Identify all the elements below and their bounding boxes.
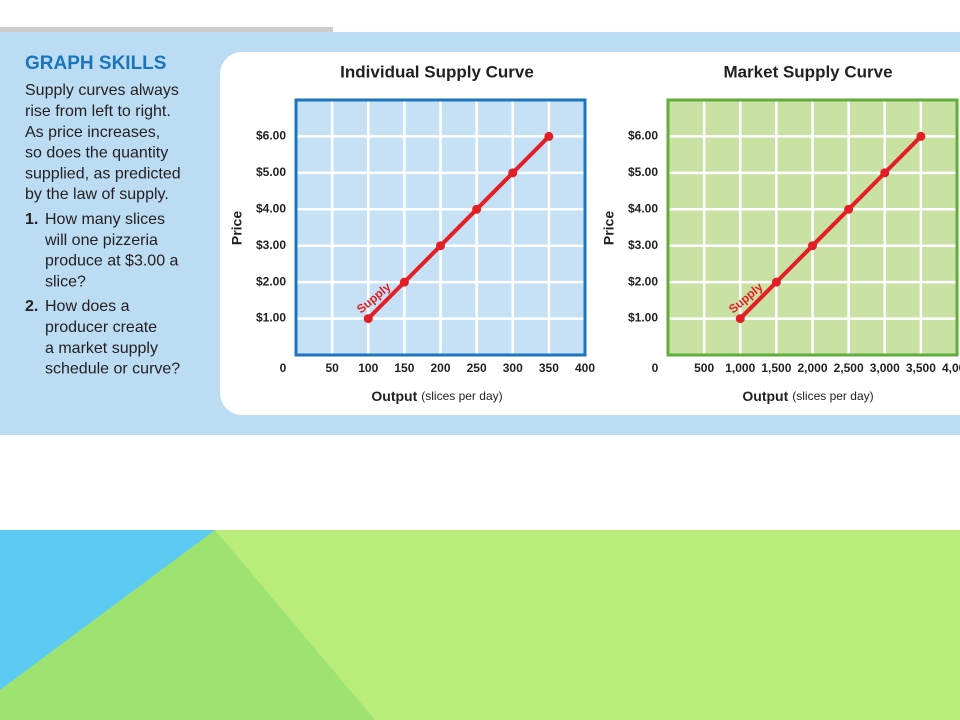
- plot-border: [666, 98, 959, 357]
- data-point: [771, 277, 781, 287]
- x-tick-label: 250: [467, 361, 487, 375]
- sidebar-line: rise from left to right.: [25, 103, 171, 120]
- question-line: will one pizzeria: [44, 232, 158, 249]
- question-line: producer create: [45, 319, 157, 336]
- question-line: How many slices: [45, 211, 165, 228]
- sidebar-line: As price increases,: [25, 124, 160, 141]
- x-tick-label: 350: [539, 361, 559, 375]
- y-tick-label: $5.00: [256, 165, 286, 179]
- x-axis-label: Output (slices per day): [371, 388, 502, 404]
- x-tick-label: 400: [575, 361, 595, 375]
- x-axis-title: Output: [371, 388, 417, 404]
- plot-border: [294, 98, 587, 357]
- sidebar-line: Supply curves always: [25, 82, 179, 99]
- sidebar-line: supplied, as predicted: [25, 165, 181, 182]
- green-triangle: [0, 530, 375, 720]
- data-point: [436, 241, 445, 251]
- x-tick-label: 4,000: [942, 361, 960, 375]
- question-line: slice?: [45, 273, 86, 290]
- data-point: [544, 131, 554, 141]
- x-tick-label: 100: [358, 361, 378, 375]
- x-axis-note: (slices per day): [421, 389, 502, 403]
- data-point: [363, 314, 373, 324]
- data-point: [808, 241, 817, 251]
- blue-triangle: [0, 530, 215, 690]
- x-tick-label: 3,500: [906, 361, 936, 375]
- sidebar-line: by the law of supply.: [25, 186, 169, 203]
- y-tick-label: $1.00: [256, 311, 286, 325]
- x-tick-label: 2,000: [797, 361, 827, 375]
- data-point: [399, 277, 409, 287]
- data-point: [508, 168, 518, 178]
- x-tick-label: 0: [280, 361, 287, 375]
- data-point: [735, 314, 745, 324]
- y-tick-label: $2.00: [256, 274, 286, 288]
- x-axis-title: Output: [742, 388, 788, 404]
- data-point: [916, 131, 926, 141]
- y-tick-label: $2.00: [628, 274, 658, 288]
- x-tick-label: 300: [503, 361, 523, 375]
- x-tick-label: 500: [694, 361, 714, 375]
- x-tick-label: 150: [394, 361, 414, 375]
- y-tick-label: $5.00: [628, 165, 658, 179]
- x-tick-label: 3,000: [870, 361, 900, 375]
- data-point: [880, 168, 890, 178]
- y-tick-label: $6.00: [256, 129, 286, 143]
- y-tick-label: $4.00: [256, 201, 286, 215]
- y-tick-label: $3.00: [256, 238, 286, 252]
- x-tick-label: 2,500: [834, 361, 864, 375]
- x-axis-label: Output (slices per day): [742, 388, 873, 404]
- y-tick-label: $3.00: [628, 238, 658, 252]
- data-point: [472, 204, 482, 214]
- y-tick-label: $6.00: [628, 129, 658, 143]
- question-line: a market supply: [45, 340, 158, 357]
- x-tick-label: 0: [652, 361, 659, 375]
- y-axis-label: Price: [229, 211, 245, 245]
- x-tick-label: 1,500: [761, 361, 791, 375]
- x-tick-label: 1,000: [725, 361, 755, 375]
- chart-title: Individual Supply Curve: [340, 62, 534, 81]
- sidebar-text: Supply curves always rise from left to ri…: [25, 82, 181, 377]
- y-tick-label: $4.00: [628, 201, 658, 215]
- y-axis-label: Price: [601, 211, 617, 245]
- shadow-bar: [0, 27, 333, 32]
- question-line: schedule or curve?: [45, 361, 180, 378]
- x-axis-note: (slices per day): [792, 389, 873, 403]
- data-point: [844, 204, 854, 214]
- question-line: produce at $3.00 a: [45, 253, 179, 270]
- question-number: 1.: [25, 211, 38, 228]
- x-tick-label: 200: [430, 361, 450, 375]
- question-number: 2.: [25, 298, 38, 315]
- chart-title: Market Supply Curve: [723, 62, 892, 81]
- supply-line: [738, 135, 923, 320]
- sidebar-title: GRAPH SKILLS: [25, 53, 166, 74]
- y-tick-label: $1.00: [628, 311, 658, 325]
- question-line: How does a: [45, 298, 130, 315]
- supply-line: [366, 135, 551, 320]
- sidebar-line: so does the quantity: [25, 145, 168, 162]
- x-tick-label: 50: [325, 361, 339, 375]
